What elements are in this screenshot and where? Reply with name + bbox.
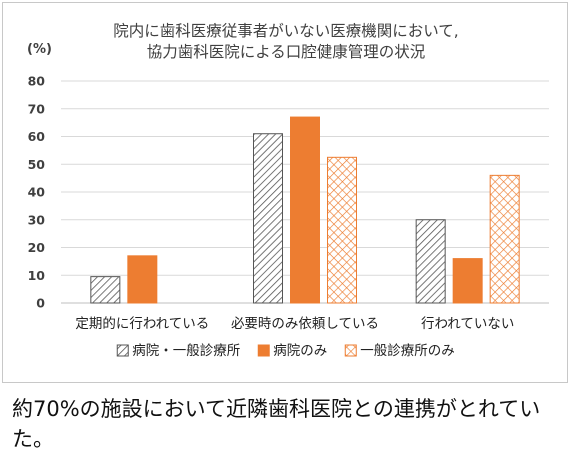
legend-label: 一般診療所のみ	[360, 342, 455, 359]
x-tick-label: 必要時のみ依頼している	[231, 316, 379, 332]
chart-frame: 院内に歯科医療従事者がいない医療機関において, 協力歯科医院による口腔健康管理の…	[2, 2, 568, 383]
legend-swatch	[344, 344, 357, 357]
bar	[327, 156, 357, 304]
x-tick-label: 行われていない	[421, 316, 514, 332]
bar	[127, 255, 158, 304]
y-axis-label: (%)	[27, 42, 52, 57]
bar	[415, 219, 446, 304]
y-tick-label: 30	[28, 212, 46, 227]
legend-label: 病院・一般診療所	[132, 342, 240, 359]
chart-title-line-1: 院内に歯科医療従事者がいない医療機関において,	[113, 21, 458, 40]
y-tick-label: 80	[28, 74, 46, 89]
x-tick-label: 定期的に行われている	[75, 316, 209, 332]
y-tick-label: 0	[36, 296, 45, 311]
y-tick-labels: 0 10 20 30 40 50 60 70 80	[28, 74, 46, 311]
bar	[452, 258, 483, 304]
legend: 病院・一般診療所 病院のみ 一般診療所のみ	[116, 342, 455, 359]
bars	[90, 116, 520, 304]
bar	[489, 174, 520, 304]
legend-swatch	[257, 344, 270, 357]
caption-text: 約70%の施設において近隣歯科医院との連携がとれていた。	[12, 397, 541, 451]
y-tick-label: 20	[28, 240, 46, 255]
legend-swatch	[116, 344, 129, 357]
y-tick-label: 70	[28, 101, 46, 116]
y-tick-label: 60	[28, 129, 46, 144]
bar	[253, 133, 283, 304]
bar	[90, 276, 121, 304]
x-tick-labels: 定期的に行われている 必要時のみ依頼している 行われていない	[75, 316, 514, 332]
bar-chart: 院内に歯科医療従事者がいない医療機関において, 協力歯科医院による口腔健康管理の…	[27, 21, 549, 359]
bar	[290, 116, 320, 304]
y-tick-label: 50	[28, 157, 46, 172]
y-tick-label: 40	[28, 185, 46, 200]
chart-title-line-2: 協力歯科医院による口腔健康管理の状況	[147, 42, 426, 61]
y-tick-label: 10	[28, 268, 46, 283]
legend-label: 病院のみ	[273, 343, 327, 359]
